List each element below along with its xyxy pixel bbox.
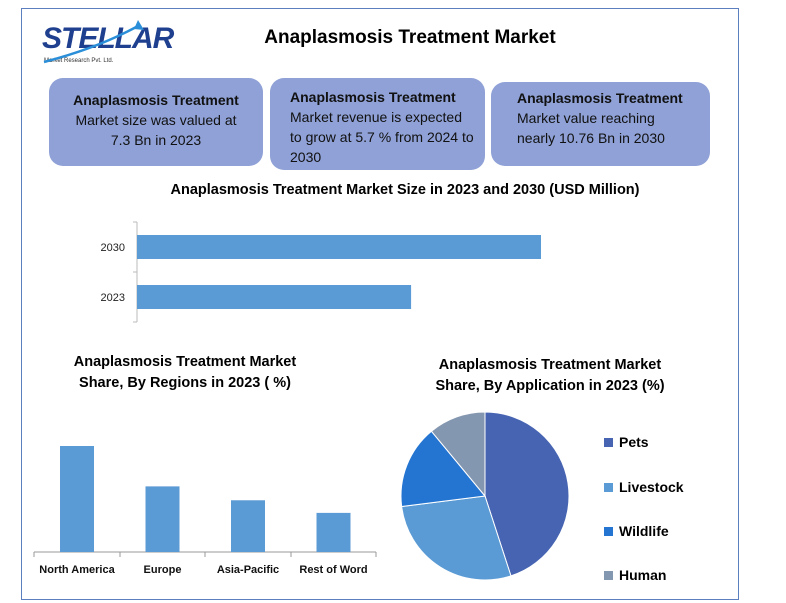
stat-box-line: 2030 — [290, 149, 322, 165]
stat-box-line: Market value reaching — [517, 110, 655, 126]
legend-label: Livestock — [619, 479, 684, 495]
market-size-chart-title: Anaplasmosis Treatment Market Size in 20… — [170, 182, 640, 198]
stat-box-line: to grow at 5.7 % from 2024 to — [290, 129, 474, 145]
stat-box-forecast: Anaplasmosis Treatment Market value reac… — [491, 82, 710, 166]
legend-swatch — [604, 438, 613, 447]
legend-swatch — [604, 527, 613, 536]
application-chart-title: Anaplasmosis Treatment Market Share, By … — [400, 355, 700, 397]
stat-box-heading: Anaplasmosis Treatment — [73, 92, 239, 108]
stat-box-market-size: Anaplasmosis Treatment Market size was v… — [49, 78, 263, 166]
stat-box-line: Market revenue is expected — [290, 109, 462, 125]
market-size-label-2023: 2023 — [101, 292, 125, 304]
stellar-logo: STELLAR Market Research Pvt. Ltd. — [38, 18, 174, 68]
market-size-bar-2030 — [137, 235, 541, 259]
region-chart-title-line: Share, By Regions in 2023 ( %) — [79, 375, 291, 391]
region-label-asia-pacific: Asia-Pacific — [217, 564, 279, 576]
region-bar-rest-of-word — [316, 512, 351, 552]
legend-label: Human — [619, 567, 667, 583]
stat-box-line: nearly 10.76 Bn in 2030 — [517, 130, 665, 146]
market-size-bar-2023 — [137, 285, 412, 309]
stat-box-growth: Anaplasmosis Treatment Market revenue is… — [270, 78, 485, 170]
region-label-north-america: North America — [39, 564, 115, 576]
infographic-frame — [21, 8, 739, 600]
region-chart-title-line: Anaplasmosis Treatment Market — [73, 354, 297, 370]
logo-wordmark: STELLAR — [42, 22, 174, 55]
region-bar-europe — [145, 486, 180, 552]
stat-box-line: Market size was valued at — [75, 112, 237, 128]
region-bar-north-america — [60, 446, 94, 552]
page-title: Anaplasmosis Treatment Market — [264, 27, 556, 48]
application-chart-title-line: Share, By Application in 2023 (%) — [435, 378, 665, 394]
pie-slice-wildlife — [400, 430, 486, 508]
stat-box-line: 7.3 Bn in 2023 — [110, 132, 202, 148]
legend-swatch — [604, 483, 613, 492]
legend-label: Pets — [619, 434, 649, 450]
pie-slice-livestock — [401, 495, 512, 581]
region-label-europe: Europe — [144, 564, 182, 576]
logo-arrow-icon — [43, 20, 144, 64]
region-bar-asia-pacific — [231, 500, 265, 552]
application-chart-title-line: Anaplasmosis Treatment Market — [438, 357, 662, 373]
pie-slice-pets — [484, 411, 570, 577]
stat-box-heading: Anaplasmosis Treatment — [290, 89, 456, 105]
pie-slice-human — [430, 411, 486, 498]
legend-label: Wildlife — [619, 523, 669, 539]
region-label-rest-of-word: Rest of Word — [299, 564, 367, 576]
logo-subtitle: Market Research Pvt. Ltd. — [44, 58, 114, 64]
region-chart-title: Anaplasmosis Treatment Market Share, By … — [40, 352, 330, 394]
market-size-label-2030: 2030 — [101, 242, 125, 254]
legend-swatch — [604, 571, 613, 580]
stat-box-heading: Anaplasmosis Treatment — [517, 90, 683, 106]
